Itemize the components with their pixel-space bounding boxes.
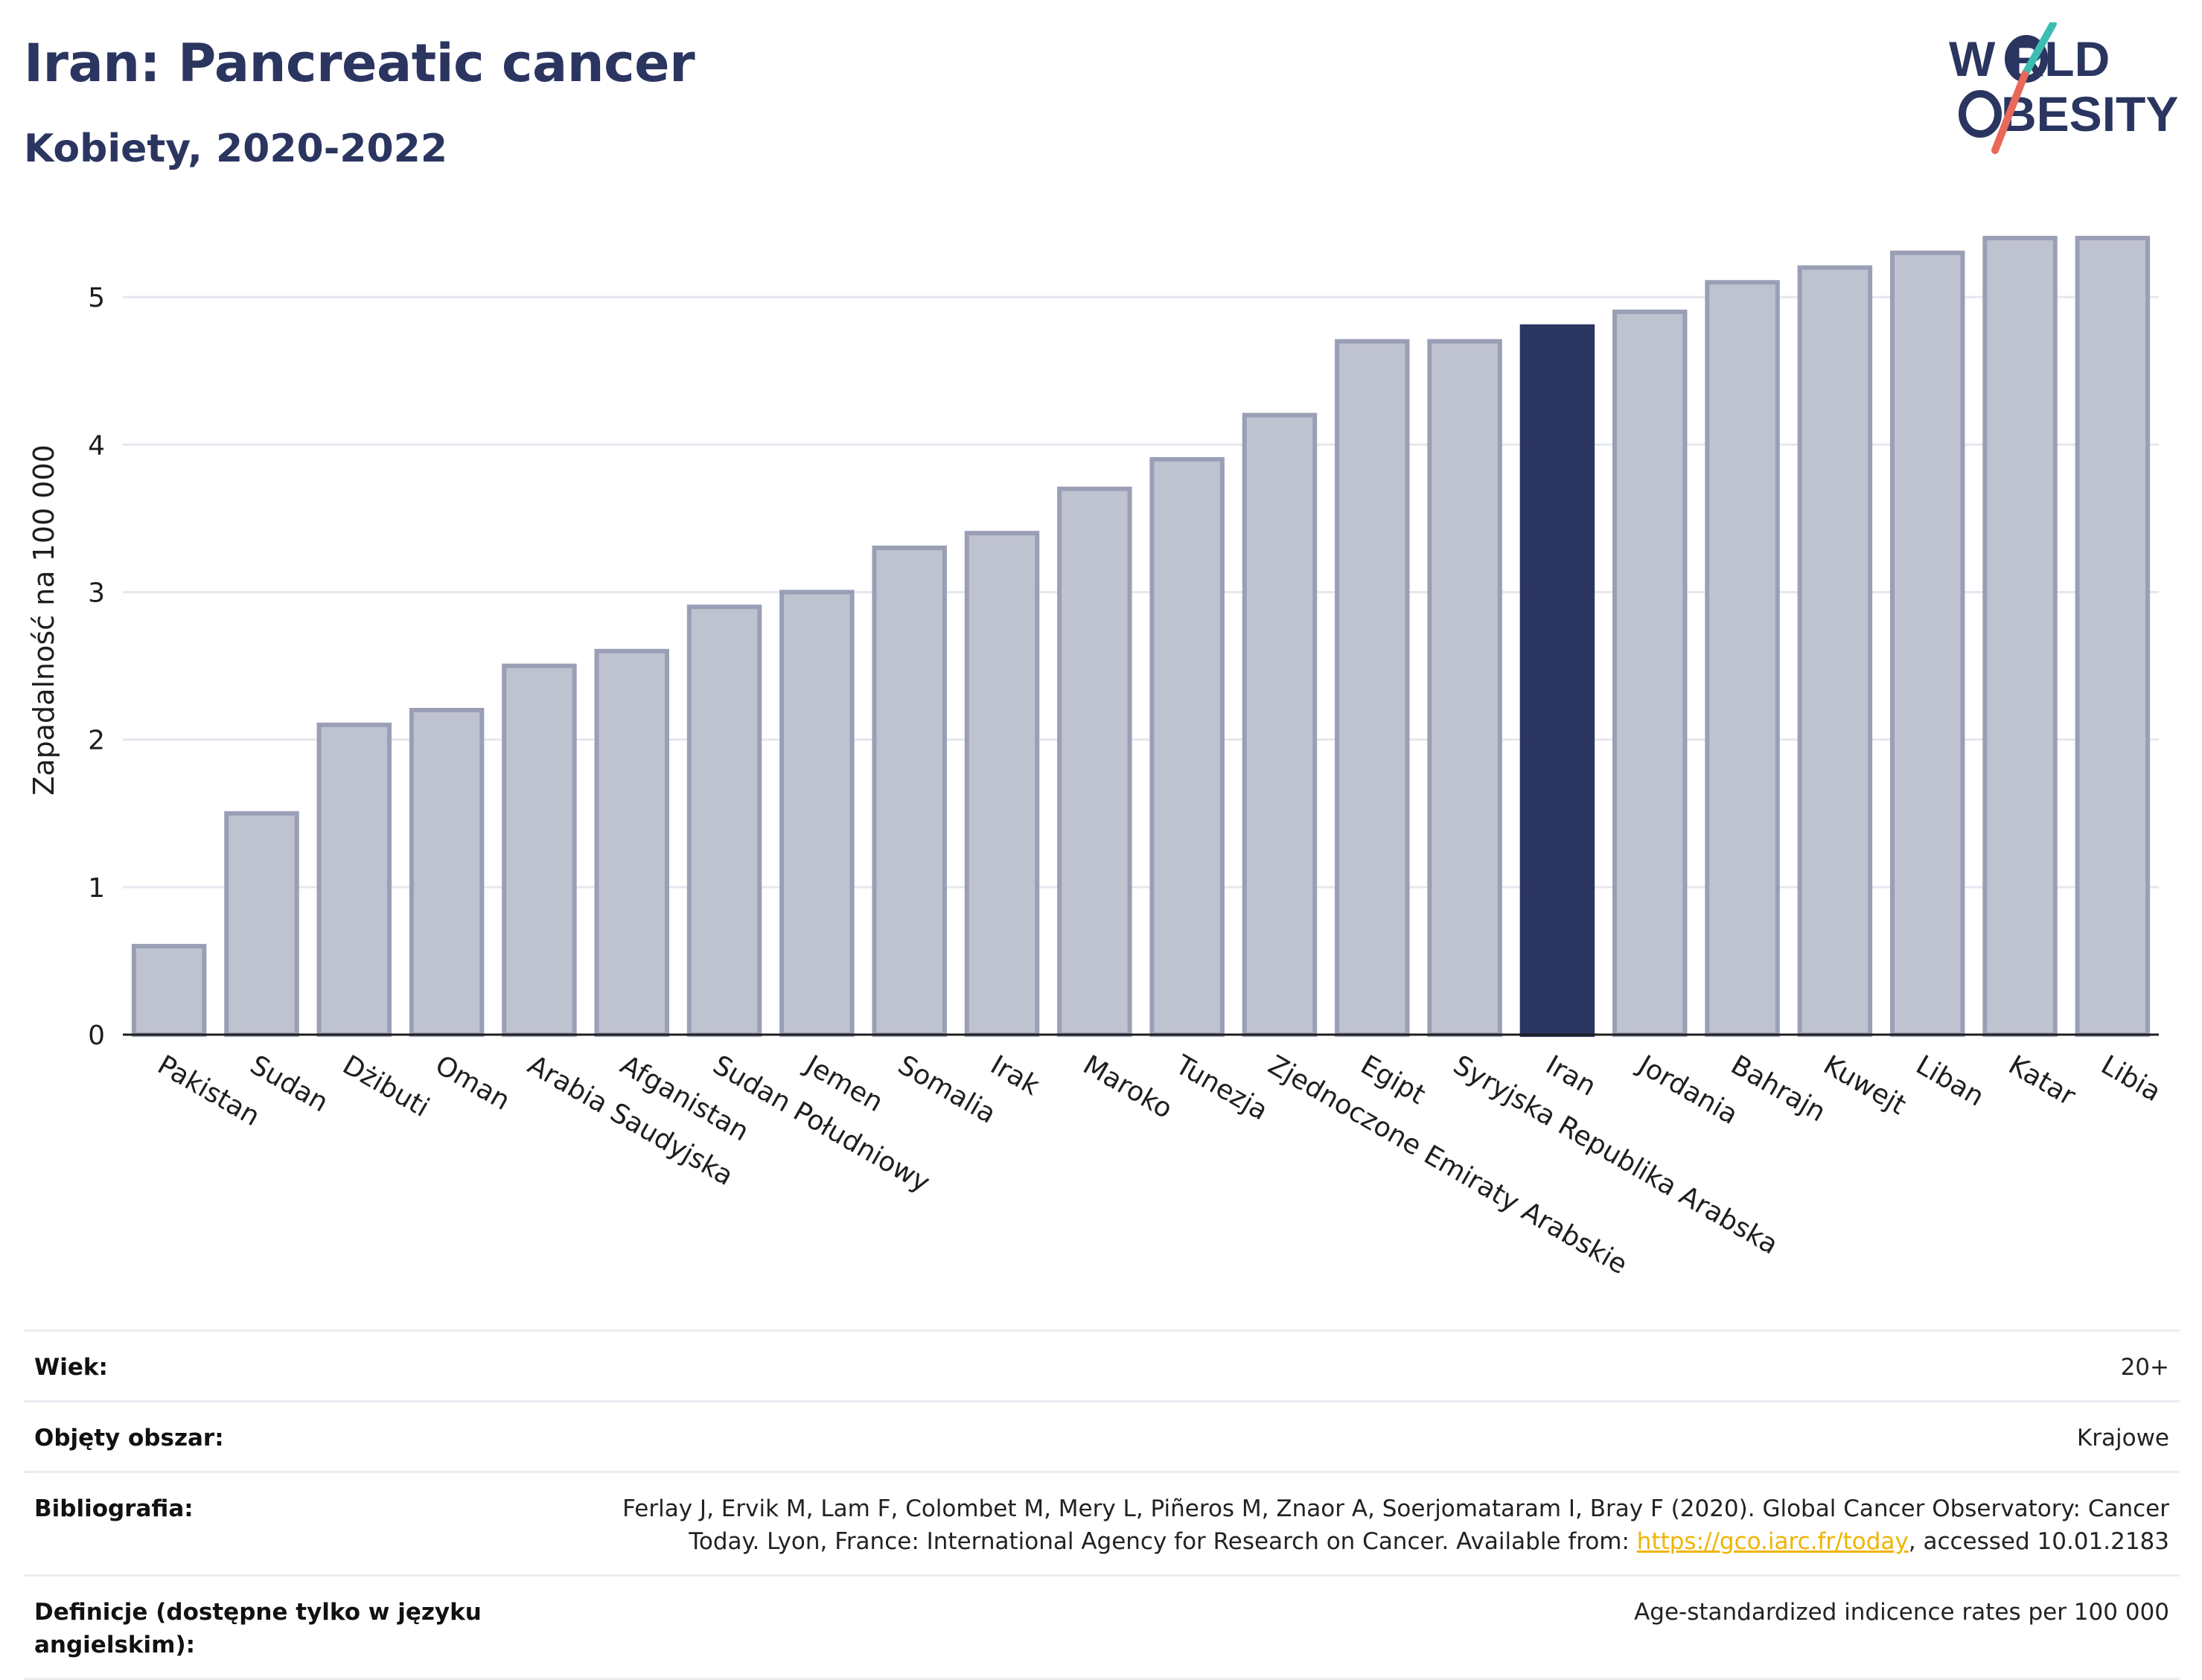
y-tick-label: 4: [88, 430, 105, 461]
meta-value-definitions: Age-standardized indicence rates per 100…: [1634, 1599, 2169, 1626]
logo-text-obesity: BESITY: [2001, 86, 2178, 141]
metadata-table: Wiek: 20+ Objęty obszar: Krajowe Bibliog…: [24, 1329, 2180, 1680]
y-tick-label: 1: [88, 873, 105, 904]
world-obesity-logo: W RLD BESITY: [1949, 22, 2178, 154]
bar: [409, 708, 485, 1037]
meta-key-area: Objęty obszar:: [34, 1425, 224, 1451]
logo-o-shape-2: [1959, 90, 2002, 138]
x-tick-label: Somalia: [893, 1050, 1001, 1130]
bar: [1427, 339, 1502, 1037]
y-tick-label: 3: [88, 578, 105, 608]
x-tick-label: Jordania: [1632, 1049, 1743, 1131]
chart-title: Iran: Pancreatic cancer: [24, 33, 695, 94]
meta-row-bibliography: Bibliografia: Ferlay J, Ervik M, Lam F, …: [24, 1473, 2180, 1577]
bar-highlighted: [1519, 324, 1595, 1037]
bar: [1242, 412, 1318, 1037]
bar: [131, 944, 207, 1038]
bar: [502, 663, 577, 1038]
bars: [131, 235, 2151, 1038]
bar: [224, 811, 299, 1038]
bar: [1057, 486, 1132, 1037]
x-tick-label: Iran: [1540, 1050, 1601, 1102]
x-tick-label: Irak: [986, 1050, 1045, 1102]
x-tick-label: Liban: [1911, 1050, 1989, 1112]
bar: [594, 648, 669, 1037]
gco-link[interactable]: https://gco.iarc.fr/today: [1636, 1528, 1909, 1555]
bar: [1149, 457, 1225, 1037]
bar: [1982, 235, 2058, 1037]
x-tick-label: Libia: [2096, 1050, 2166, 1108]
x-tick-label: Bahrajn: [1726, 1050, 1831, 1128]
y-tick-label: 2: [88, 726, 105, 756]
meta-key-definitions: Definicje (dostępne tylko w języku angie…: [34, 1599, 482, 1658]
bibliography-line-1: Ferlay J, Ervik M, Lam F, Colombet M, Me…: [622, 1495, 2169, 1522]
meta-row-area: Objęty obszar: Krajowe: [24, 1402, 2180, 1473]
bar: [779, 590, 855, 1037]
x-tick-label: Katar: [2003, 1050, 2081, 1112]
bar: [1797, 265, 1873, 1037]
bibliography-accessed: , accessed 10.01.2183: [1908, 1528, 2169, 1555]
bar: [1705, 280, 1780, 1038]
meta-value-bibliography: Ferlay J, Ervik M, Lam F, Colombet M, Me…: [622, 1492, 2169, 1558]
x-tick-label: Kuwejt: [1818, 1050, 1911, 1121]
logo-slash-coral: [1991, 71, 2029, 154]
bar: [316, 722, 392, 1037]
bibliography-line-2: Today. Lyon, France: International Agenc…: [689, 1528, 1637, 1555]
y-tick-label: 5: [88, 283, 105, 313]
x-tick-label: Pakistan: [153, 1050, 265, 1132]
bar: [1612, 309, 1688, 1037]
x-tick-label: Oman: [430, 1050, 515, 1117]
bar: [686, 604, 762, 1037]
bar: [1335, 339, 1410, 1037]
x-tick-label: Dżibuti: [337, 1050, 434, 1123]
y-axis-label: Zapadalność na 100 000: [28, 444, 60, 795]
bar: [1889, 250, 1965, 1037]
meta-key-age: Wiek:: [34, 1354, 108, 1381]
y-axis: 0 1 2 3 4 5: [88, 283, 105, 1051]
chart-subtitle: Kobiety, 2020-2022: [24, 127, 448, 171]
meta-row-age: Wiek: 20+: [24, 1332, 2180, 1402]
logo-slash-teal: [2021, 22, 2057, 78]
meta-value-area: Krajowe: [2076, 1425, 2169, 1451]
meta-key-bibliography: Bibliografia:: [34, 1495, 194, 1522]
meta-value-age: 20+: [2120, 1354, 2169, 1381]
meta-row-definitions: Definicje (dostępne tylko w języku angie…: [24, 1577, 2180, 1680]
y-tick-label: 0: [88, 1021, 105, 1051]
bar: [872, 546, 947, 1037]
x-tick-label: Syryjska Republika Arabska: [1448, 1050, 1783, 1260]
bar: [2075, 235, 2151, 1037]
bar: [964, 531, 1040, 1037]
x-tick-label: Tunezja: [1169, 1050, 1273, 1127]
x-tick-label: Maroko: [1078, 1050, 1178, 1125]
